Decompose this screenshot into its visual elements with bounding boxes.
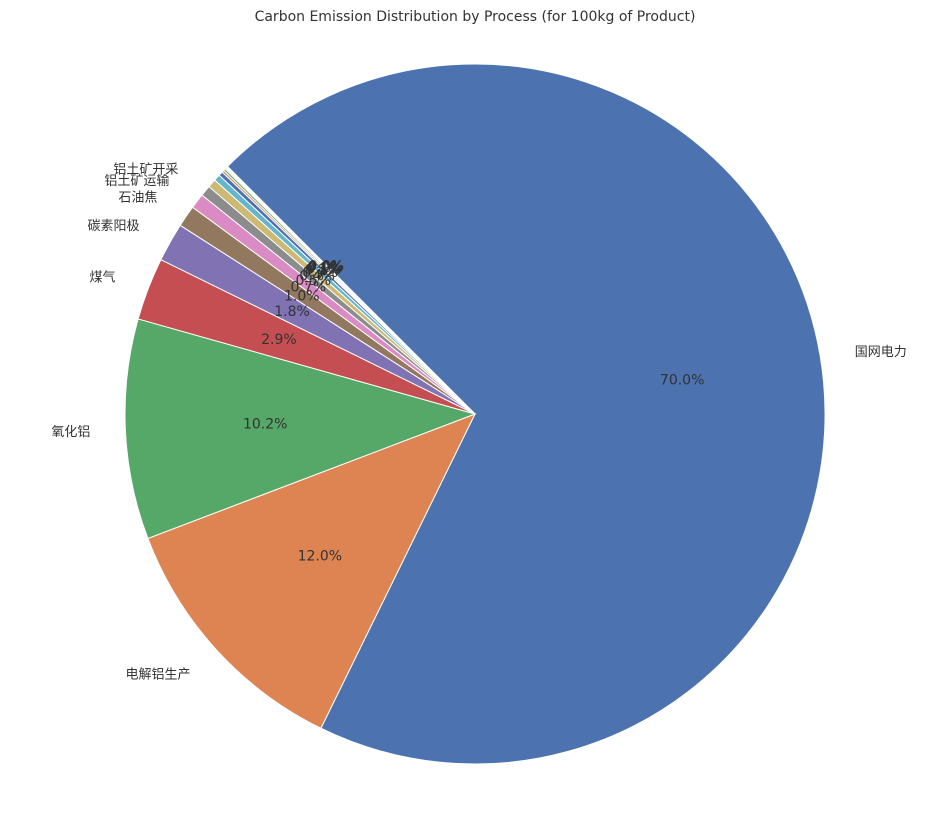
slice-label: 碳素阳极 xyxy=(88,219,140,234)
slice-percent-label: 0.1% xyxy=(306,261,342,277)
slice-percent-label: 1.8% xyxy=(274,304,310,320)
slice-label: 国网电力 xyxy=(855,345,907,360)
slice-percent-label: 0.7% xyxy=(291,279,327,295)
slice-percent-label: 0.4% xyxy=(299,269,335,285)
slice-percent-label: 0.0% xyxy=(308,259,344,275)
slices-group xyxy=(124,63,826,765)
slice-label: 铝土矿运输 xyxy=(104,173,169,189)
slice-label: 煤气 xyxy=(89,269,115,285)
percent-labels-group: 70.0% 12.0% 10.2% 2.9% 1.8%1.0%0.7%0.5%0.4%0… xyxy=(243,259,704,565)
pie-slice xyxy=(226,63,826,765)
slice-percent-label: 0.5% xyxy=(295,273,331,289)
chart-title: Carbon Emission Distribution by Process … xyxy=(255,9,696,25)
pie-slice xyxy=(124,318,477,540)
slice-percent-label: 0.3% xyxy=(302,265,338,281)
pie-slice xyxy=(147,413,477,729)
slice-percent-label: 1.0% xyxy=(284,288,320,304)
slice-percent-label: 0.0% xyxy=(308,259,344,275)
slice-percent-label: 10.2% xyxy=(243,416,287,432)
slice-label: 石油焦 xyxy=(118,190,157,205)
pie-slice xyxy=(226,165,476,415)
slice-label: 氧化铝 xyxy=(51,425,90,440)
slice-percent-label: 12.0% xyxy=(298,548,342,564)
slice-percent-label: 0.2% xyxy=(305,263,341,279)
slice-percent-label: 70.0% xyxy=(660,373,704,389)
slice-percent-label: 0.1% xyxy=(307,260,343,276)
slice-label: 电解铝生产 xyxy=(125,667,190,682)
slice-percent-label: 2.9% xyxy=(261,332,297,348)
slice-label: 铝土矿开采 xyxy=(113,162,178,177)
slice-percent-label: 0.0% xyxy=(308,260,344,276)
